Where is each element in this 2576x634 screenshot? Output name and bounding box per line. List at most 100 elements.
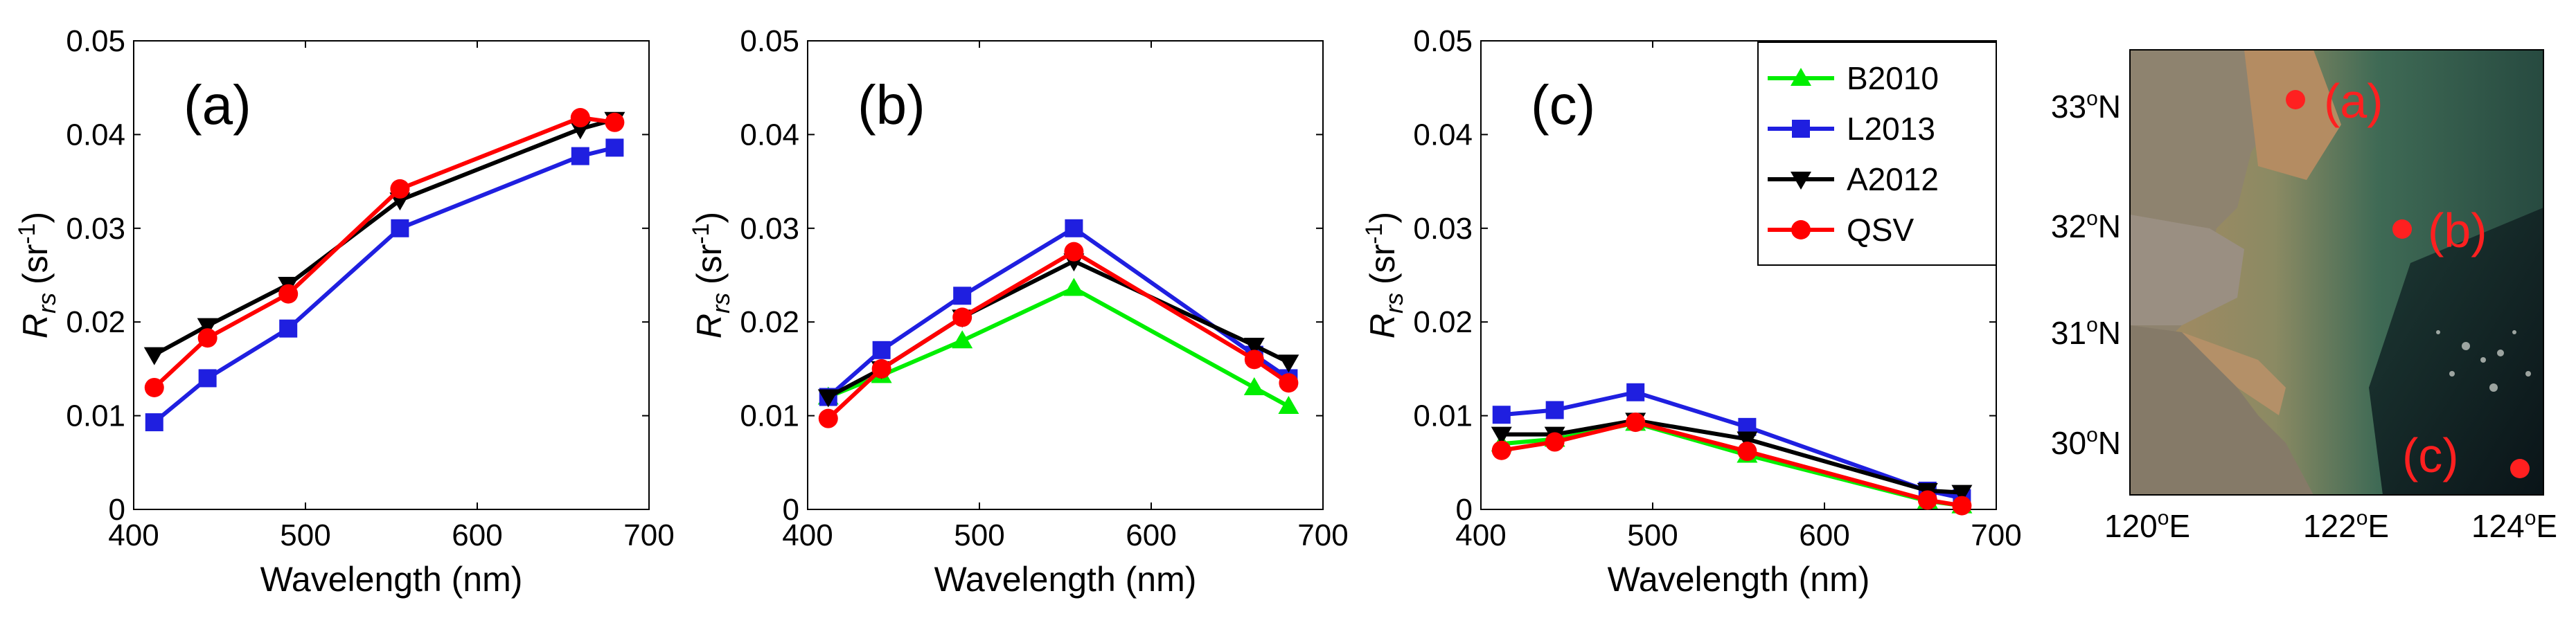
- y-axis-label-unit-open: (sr: [16, 244, 55, 284]
- y-tick-label: 0.05: [66, 24, 125, 58]
- map-site-label: (a): [2324, 74, 2383, 128]
- x-tick-label: 500: [1627, 518, 1678, 552]
- y-axis-label-sub: rs: [707, 293, 735, 314]
- y-tick-label: 0: [783, 493, 799, 527]
- y-tick-label: 0.02: [1413, 305, 1473, 339]
- data-point: [952, 330, 973, 349]
- plots-layer: 0 0.01 0.02 0.03 0.04 0.05 400 500 600 700 Wavelen…: [14, 24, 2022, 599]
- series-line: [827, 259, 1290, 399]
- x-axis-label: Wavelength (nm): [934, 560, 1197, 599]
- legend-entry-L2013: L2013: [1768, 111, 1935, 147]
- plot-area: [133, 40, 650, 510]
- y-tick-label: 0.04: [1413, 118, 1473, 152]
- x-tick-label: 400: [108, 518, 159, 552]
- x-tick-label: 600: [1799, 518, 1849, 552]
- map-site-marker: [2392, 219, 2412, 239]
- longitude-label-120: 120oE: [2104, 507, 2190, 544]
- data-point: [197, 318, 218, 336]
- data-point: [818, 408, 838, 428]
- data-point: [871, 359, 891, 379]
- y-tick-label: 0.01: [1413, 399, 1473, 433]
- x-tick-label: 600: [1126, 518, 1176, 552]
- data-point: [1626, 383, 1645, 401]
- data-point: [391, 219, 409, 237]
- y-tick-label: 0.04: [740, 118, 799, 152]
- data-point: [571, 147, 589, 165]
- data-point: [279, 319, 298, 338]
- satellite-map: (a) (b) (c) 33oN 32oN 31oN 30oN 120oE 12…: [2051, 49, 2557, 544]
- data-point: [145, 413, 163, 432]
- y-tick-label: 0.03: [1413, 212, 1473, 246]
- map-site-marker: [2510, 459, 2530, 478]
- x-tick-label: 700: [1971, 518, 2021, 552]
- data-point: [570, 108, 590, 128]
- data-point: [1491, 440, 1511, 460]
- data-point: [390, 179, 410, 199]
- data-point: [952, 307, 972, 327]
- y-axis-label-unit-open: (sr: [690, 244, 729, 284]
- x-tick-label: 700: [1297, 518, 1348, 552]
- data-point: [1065, 219, 1083, 237]
- data-point: [1952, 496, 1972, 516]
- y-axis-label-unit-close: ): [1363, 212, 1402, 224]
- y-axis-label-unit-sup: -1: [14, 224, 40, 244]
- data-point: [1545, 432, 1565, 452]
- y-axis-label-main: R: [16, 314, 55, 338]
- y-axis-label-unit-close: ): [16, 212, 55, 224]
- data-point: [1492, 406, 1511, 424]
- map-site-marker: [2286, 90, 2305, 109]
- map-site-a: (a): [2286, 74, 2383, 128]
- y-axis-label: Rrs (sr-1): [14, 212, 61, 338]
- map-land-shanghai: [2130, 215, 2244, 325]
- x-tick-label: 600: [452, 518, 502, 552]
- data-point: [1278, 396, 1299, 415]
- y-tick-label: 0.02: [66, 305, 125, 339]
- legend-label: A2012: [1847, 161, 1939, 197]
- panel-label: (a): [184, 74, 251, 136]
- x-tick-label: 400: [782, 518, 833, 552]
- map-hangzhou-bay: [2182, 332, 2286, 415]
- data-point: [1278, 354, 1299, 373]
- y-tick-label: 0.01: [66, 399, 125, 433]
- data-point: [1951, 484, 1973, 503]
- x-axis-label: Wavelength (nm): [260, 560, 523, 599]
- y-tick-label: 0.03: [740, 212, 799, 246]
- data-point: [1063, 278, 1085, 296]
- y-axis-label-unit-sup: -1: [1361, 224, 1387, 244]
- y-tick-label: 0.02: [740, 305, 799, 339]
- data-point: [197, 328, 217, 348]
- data-point: [144, 377, 164, 397]
- chart-panel-1: 0 0.01 0.02 0.03 0.04 0.05 400 500 600 700 Wavelen…: [14, 24, 675, 599]
- data-point: [1243, 377, 1265, 395]
- data-point: [1736, 431, 1758, 450]
- data-point: [1626, 413, 1646, 433]
- y-tick-label: 0.04: [66, 118, 125, 152]
- chart-panel-2: 0 0.01 0.02 0.03 0.04 0.05 400 500 600 700 Wavelen…: [688, 24, 1349, 599]
- y-axis-label-unit-sup: -1: [688, 224, 714, 244]
- legend-entry-A2012: A2012: [1768, 161, 1939, 197]
- y-axis-label-main: R: [690, 314, 729, 338]
- data-point: [1064, 242, 1084, 262]
- x-tick-label: 500: [280, 518, 330, 552]
- data-point: [872, 341, 891, 359]
- y-axis-label-main: R: [1363, 314, 1402, 338]
- data-point: [817, 389, 839, 408]
- x-tick-label: 500: [954, 518, 1004, 552]
- y-axis-label-unit-close: ): [690, 212, 729, 224]
- latitude-label-32: 32oN: [2051, 207, 2121, 244]
- chart-panel-3: 0 0.01 0.02 0.03 0.04 0.05 400 500 600 700 Wavelen…: [1361, 24, 2022, 599]
- latitude-label-31: 31oN: [2051, 314, 2121, 351]
- longitude-label-122: 122oE: [2303, 507, 2389, 544]
- data-point: [1545, 401, 1564, 419]
- y-tick-label: 0.05: [1413, 24, 1473, 58]
- data-point: [1244, 350, 1264, 370]
- series-QSV: [144, 108, 625, 397]
- satellite-image: [2130, 50, 2543, 495]
- latitude-label-30: 30oN: [2051, 424, 2121, 461]
- data-point: [1737, 442, 1757, 462]
- y-axis-label-sub: rs: [33, 293, 61, 314]
- legend-entry-B2010: B2010: [1768, 60, 1939, 96]
- y-axis-label: Rrs (sr-1): [688, 212, 735, 338]
